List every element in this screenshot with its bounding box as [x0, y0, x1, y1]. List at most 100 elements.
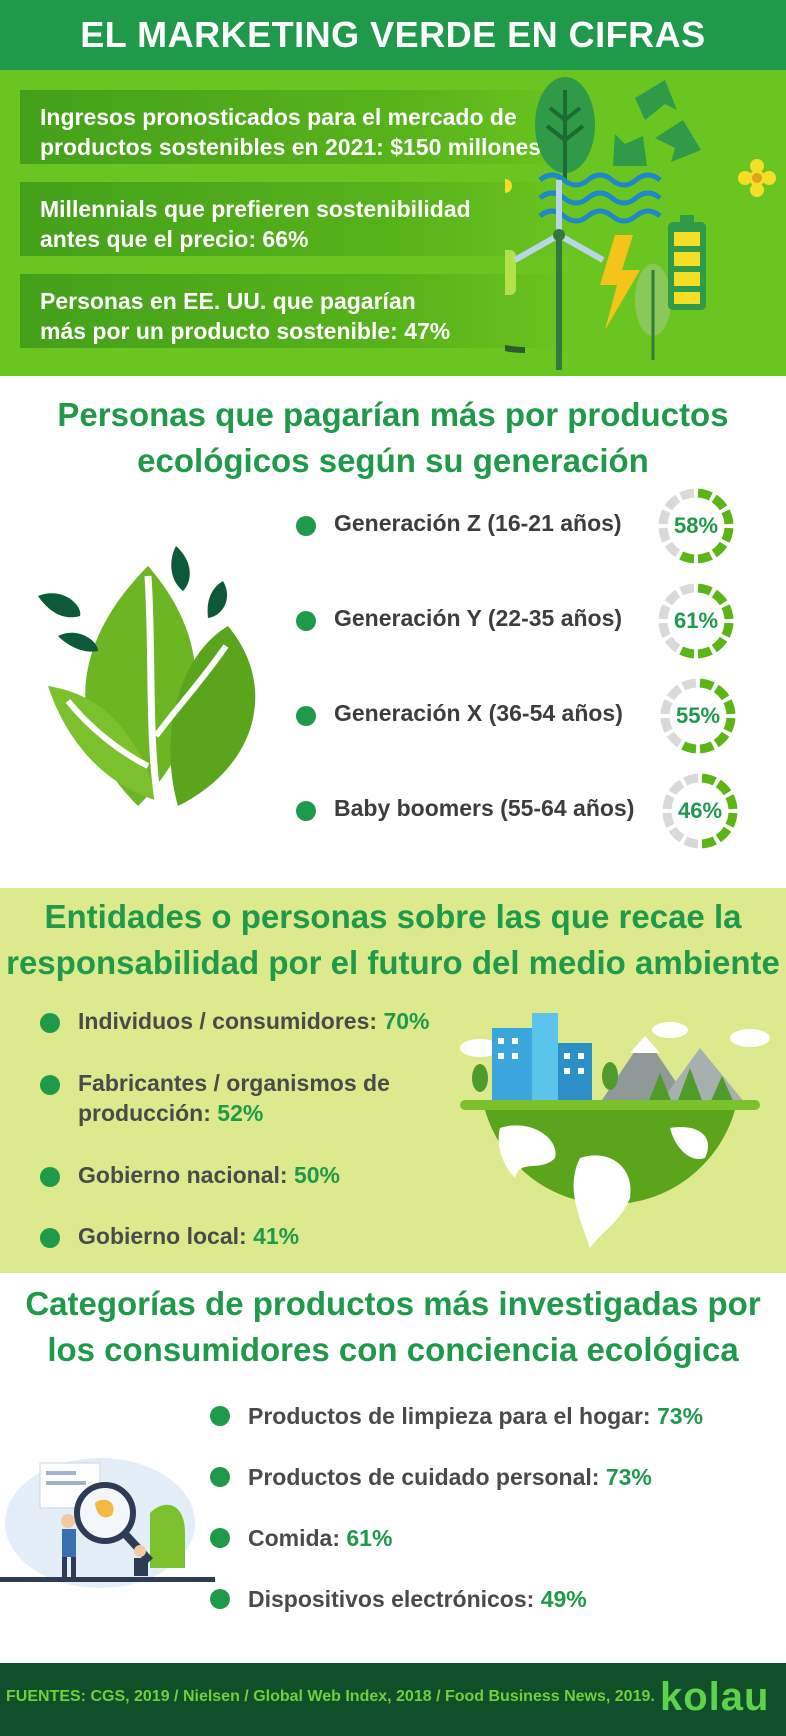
generation-row-y: Generación Y (22-35 años) 61%	[296, 579, 766, 663]
page-title: EL MARKETING VERDE EN CIFRAS	[80, 14, 706, 55]
percent-ring-value: 46%	[677, 798, 723, 823]
ring-segment-filled	[721, 622, 734, 638]
flower-icon-right	[738, 159, 776, 197]
ring-segment-filled	[713, 731, 730, 748]
ring-segment-filled	[681, 741, 697, 754]
brand-logo: kolau	[660, 1675, 770, 1719]
ring-segment-filled	[697, 488, 713, 501]
ring-segment-filled	[701, 836, 717, 849]
responsibility-title-line2: responsabilidad por el futuro del medio …	[6, 944, 780, 981]
responsibility-section: Entidades o personas sobre las que recae…	[0, 888, 786, 1273]
bullet-dot	[210, 1589, 230, 1609]
wind-turbine-icon	[513, 180, 605, 370]
ring-segment-empty	[660, 699, 673, 715]
stat-us-people: Personas en EE. UU. que pagarían más por…	[20, 274, 580, 348]
responsibility-item: Gobierno nacional: 50%	[40, 1160, 340, 1190]
ring-segment-filled	[697, 646, 713, 659]
category-item: Productos de limpieza para el hogar: 73%	[210, 1401, 703, 1431]
generations-title-line2: ecológicos según su generación	[137, 442, 649, 479]
responsibility-label: Gobierno local:	[78, 1223, 254, 1249]
sources-text: FUENTES: CGS, 2019 / Nielsen / Global We…	[6, 1688, 655, 1705]
responsibility-title-line1: Entidades o personas sobre las que recae…	[44, 898, 742, 935]
footer: FUENTES: CGS, 2019 / Nielsen / Global We…	[0, 1663, 786, 1736]
ring-segment-empty	[666, 684, 683, 701]
eco-energy-illustration	[505, 77, 776, 370]
ring-segment-empty	[658, 622, 671, 638]
recycle-icon	[613, 80, 701, 166]
stat-millennials: Millennials que prefieren sostenibilidad…	[20, 182, 580, 256]
responsibility-label-line1: Fabricantes / organismos de	[78, 1070, 390, 1096]
ring-segment-empty	[662, 794, 675, 810]
category-pct: 73%	[605, 1464, 652, 1490]
ring-segment-empty	[683, 773, 699, 786]
top-stats-section: Ingresos pronosticados para el mercado d…	[0, 70, 786, 376]
bullet-dot	[296, 706, 316, 726]
ring-segment-empty	[664, 494, 681, 511]
battery-icon	[668, 215, 706, 310]
bullet-dot	[296, 611, 316, 631]
percent-ring-value: 58%	[673, 513, 719, 538]
ring-segment-filled	[699, 678, 715, 691]
bullet-dot	[210, 1467, 230, 1487]
stat-revenue-line1: Ingresos pronosticados para el mercado d…	[40, 104, 517, 130]
ring-segment-empty	[658, 527, 671, 543]
responsibility-item: Fabricantes / organismos de producción: …	[40, 1068, 390, 1128]
generation-label: Baby boomers (55-64 años)	[334, 795, 635, 821]
stat-us-people-line1: Personas en EE. UU. que pagarían	[40, 288, 416, 314]
header-banner: EL MARKETING VERDE EN CIFRAS	[0, 0, 786, 70]
ring-segment-filled	[725, 812, 738, 828]
percent-ring-value: 61%	[673, 608, 719, 633]
generation-row-x: Generación X (36-54 años) 55%	[296, 674, 766, 758]
bullet-dot	[40, 1228, 60, 1248]
leaf-plant-icon	[38, 546, 256, 806]
ring-segment-empty	[666, 731, 683, 748]
generations-title: Personas que pagarían más por productos …	[0, 392, 786, 484]
category-pct: 73%	[656, 1403, 704, 1429]
bullet-dot	[210, 1406, 230, 1426]
category-pct: 49%	[540, 1586, 587, 1612]
ring-segment-filled	[725, 794, 738, 810]
responsibility-title: Entidades o personas sobre las que recae…	[0, 894, 786, 986]
percent-ring: 46%	[660, 771, 740, 851]
category-item: Productos de cuidado personal: 73%	[210, 1462, 652, 1492]
responsibility-item: Gobierno local: 41%	[40, 1221, 299, 1251]
responsibility-pct: 50%	[293, 1162, 341, 1188]
bullet-dot	[40, 1075, 60, 1095]
percent-ring: 61%	[656, 581, 736, 661]
ring-segment-filled	[679, 551, 695, 564]
bullet-dot	[296, 801, 316, 821]
ring-segment-filled	[711, 541, 728, 558]
categories-title-line1: Categorías de productos más investigadas…	[25, 1285, 761, 1322]
ring-segment-empty	[664, 636, 681, 653]
ring-segment-empty	[664, 589, 681, 606]
category-label: Comida:	[248, 1525, 347, 1551]
responsibility-pct: 41%	[253, 1223, 300, 1249]
responsibility-label: Individuos / consumidores:	[78, 1008, 384, 1034]
percent-ring: 58%	[656, 486, 736, 566]
categories-title: Categorías de productos más investigadas…	[0, 1281, 786, 1373]
bullet-dot	[40, 1167, 60, 1187]
stat-revenue-line2: productos sostenibles en 2021: $150 mill…	[40, 134, 542, 160]
percent-ring: 55%	[658, 676, 738, 756]
ring-segment-filled	[679, 646, 695, 659]
ring-segment-empty	[660, 717, 673, 733]
eco-globe-city-icon	[460, 1013, 770, 1248]
stat-millennials-line1: Millennials que prefieren sostenibilidad	[40, 196, 471, 222]
ring-segment-filled	[697, 583, 713, 596]
category-item: Dispositivos electrónicos: 49%	[210, 1584, 587, 1614]
generation-label: Generación Y (22-35 años)	[334, 605, 623, 631]
responsibility-label: producción:	[78, 1100, 218, 1126]
responsibility-pct: 52%	[217, 1100, 264, 1126]
ring-segment-empty	[683, 836, 699, 849]
ring-segment-filled	[723, 717, 736, 733]
plug-icon	[505, 250, 526, 353]
bullet-dot	[40, 1013, 60, 1033]
generation-row-boomers: Baby boomers (55-64 años) 46%	[296, 769, 766, 853]
ring-segment-filled	[721, 604, 734, 620]
category-label: Dispositivos electrónicos:	[248, 1586, 541, 1612]
ring-segment-filled	[701, 773, 717, 786]
ring-segment-empty	[664, 541, 681, 558]
ring-segment-empty	[679, 488, 695, 501]
ring-segment-empty	[658, 604, 671, 620]
category-item: Comida: 61%	[210, 1523, 392, 1553]
